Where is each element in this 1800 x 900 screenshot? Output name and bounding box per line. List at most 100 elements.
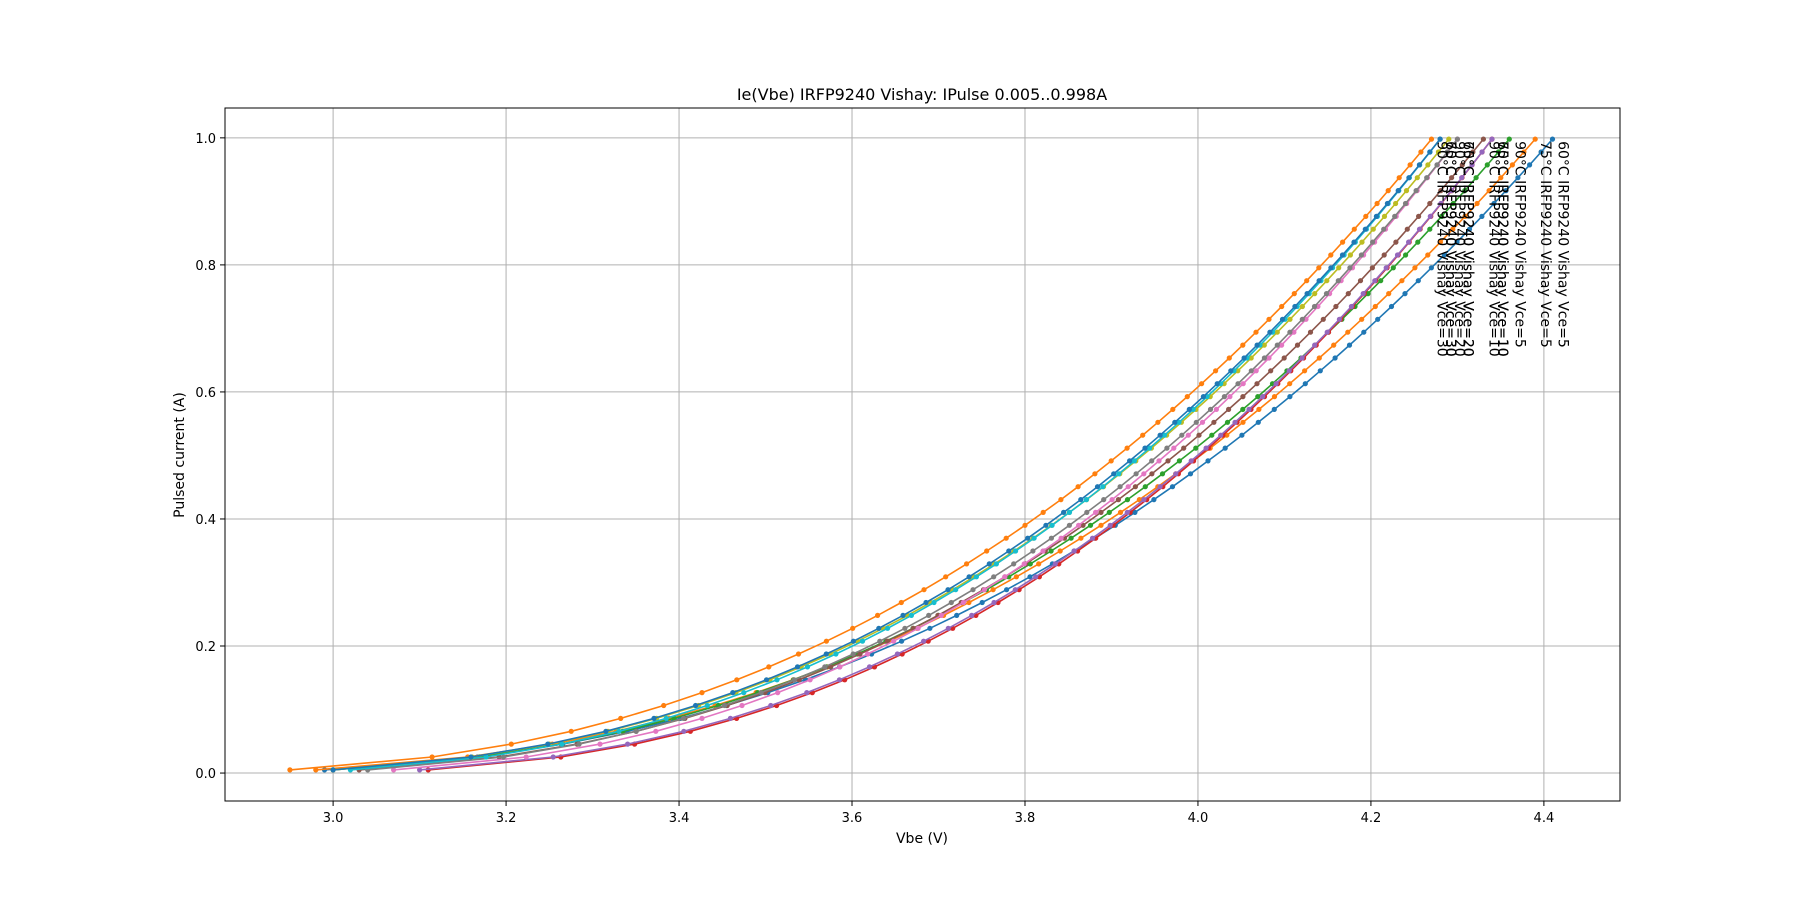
data-point (727, 715, 734, 722)
data-point (680, 715, 687, 722)
data-point (1404, 226, 1410, 232)
data-point (1171, 445, 1177, 451)
data-point (1147, 445, 1153, 451)
data-point (908, 612, 915, 619)
data-point (1012, 587, 1018, 593)
data-point (804, 664, 811, 670)
data-point (1406, 175, 1412, 181)
data-point (1078, 497, 1084, 503)
data-point (1254, 381, 1260, 387)
data-point (1254, 342, 1260, 348)
data-point (1390, 265, 1396, 271)
data-point (699, 690, 705, 696)
data-point (1075, 484, 1081, 490)
data-point (991, 574, 997, 580)
data-point (1407, 162, 1413, 168)
data-point (1393, 239, 1399, 245)
data-point (1532, 136, 1538, 142)
data-point (1052, 561, 1058, 567)
data-point (986, 561, 992, 567)
data-point (1036, 561, 1042, 567)
data-point (1403, 188, 1410, 194)
data-point (1450, 200, 1456, 207)
data-point (1345, 329, 1351, 335)
data-point (1092, 471, 1098, 477)
data-point (1372, 278, 1378, 284)
data-point (1369, 265, 1375, 271)
data-point (1124, 445, 1130, 451)
data-point (1256, 406, 1262, 412)
series-path (367, 138, 1459, 771)
data-point (699, 715, 705, 722)
data-point (836, 677, 843, 683)
series-label: 90°C IRFP9240 Vishay Vce=10 (1485, 141, 1501, 357)
data-point (1002, 574, 1008, 580)
data-point (768, 702, 774, 709)
data-point (822, 664, 828, 670)
data-point (722, 702, 728, 709)
data-point (850, 651, 856, 657)
data-point (1200, 394, 1206, 400)
series-label: 90°C IRFP9240 Vishay Vce=30 (1434, 141, 1450, 357)
series-path (333, 138, 1441, 771)
data-point (900, 612, 906, 619)
data-point (1117, 484, 1123, 490)
data-point (938, 612, 944, 619)
data-point (1157, 432, 1163, 438)
data-point (1141, 497, 1147, 503)
data-point (1255, 419, 1261, 425)
data-point (981, 587, 988, 593)
data-point (1003, 535, 1009, 541)
data-point (1235, 381, 1241, 387)
data-point (313, 767, 319, 773)
series-label: 60°C IRFP9240 Vishay Vce=10 (1494, 141, 1510, 357)
data-point (559, 741, 565, 747)
series-label: 75°C IRFP9240 Vishay Vce=10 (1494, 141, 1510, 357)
data-point (1450, 226, 1456, 232)
data-point (1287, 316, 1293, 322)
data-point (964, 561, 970, 567)
data-point (1279, 303, 1285, 310)
data-point (1479, 213, 1485, 219)
data-point (1435, 149, 1441, 155)
data-point (931, 599, 937, 606)
data-point (1394, 252, 1401, 258)
data-point (1347, 252, 1353, 258)
series-labels: 60°C IRFP9240 Vishay Vce=575°C IRFP9240 … (1434, 141, 1571, 357)
data-point (1351, 239, 1357, 245)
data-point (1172, 419, 1178, 425)
data-point (1299, 355, 1305, 361)
data-point (1061, 509, 1067, 515)
data-point (1108, 458, 1114, 464)
data-point (1203, 445, 1209, 451)
data-point (468, 754, 474, 760)
data-point (1030, 548, 1036, 554)
data-point (1385, 188, 1391, 194)
data-point (1287, 381, 1293, 387)
series-label: 60°C IRFP9240 Vishay Vce=20 (1459, 141, 1475, 357)
data-point (1207, 406, 1214, 412)
y-tick-label: 0.2 (195, 640, 216, 655)
data-point (973, 574, 980, 580)
data-point (1111, 471, 1117, 477)
data-point (287, 767, 293, 773)
data-point (1299, 303, 1305, 310)
data-point (1040, 509, 1046, 515)
data-point (1226, 355, 1232, 361)
data-point (1495, 149, 1501, 155)
data-point (1491, 200, 1497, 207)
data-point (791, 677, 797, 683)
data-point (1159, 471, 1166, 477)
data-point (1084, 509, 1090, 515)
data-point (1133, 471, 1139, 477)
data-point (1106, 509, 1112, 515)
data-point (618, 715, 624, 722)
data-point (1381, 213, 1388, 219)
data-point (1181, 445, 1187, 451)
data-point (1345, 291, 1351, 297)
data-point (966, 599, 972, 606)
data-point (1260, 394, 1266, 400)
series-path (289, 138, 1433, 771)
data-point (1416, 213, 1422, 219)
data-point (1006, 548, 1012, 554)
